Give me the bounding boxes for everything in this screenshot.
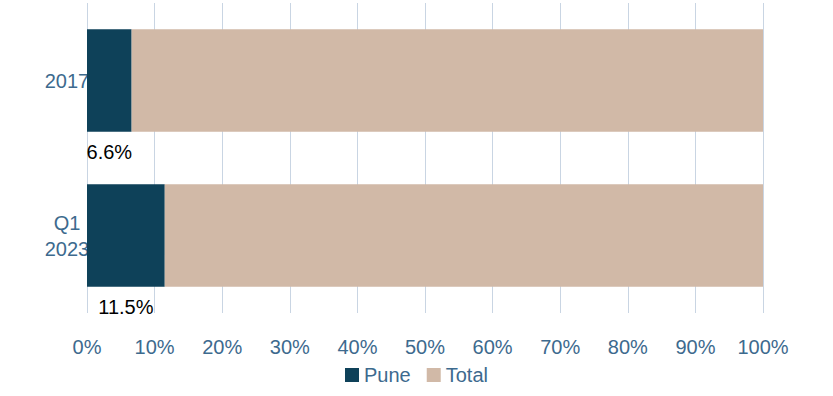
svg-text:Q1: Q1	[54, 212, 81, 234]
svg-text:40%: 40%	[337, 336, 377, 358]
svg-text:30%: 30%	[270, 336, 310, 358]
svg-text:Total: Total	[446, 364, 488, 386]
svg-text:11.5%: 11.5%	[98, 296, 153, 318]
svg-text:100%: 100%	[737, 336, 788, 358]
svg-text:0%: 0%	[73, 336, 102, 358]
svg-text:2023: 2023	[45, 238, 90, 260]
svg-text:10%: 10%	[135, 336, 175, 358]
svg-text:80%: 80%	[608, 336, 648, 358]
svg-text:6.6%: 6.6%	[87, 141, 133, 163]
svg-text:20%: 20%	[202, 336, 242, 358]
svg-text:2017: 2017	[45, 70, 90, 92]
svg-text:50%: 50%	[405, 336, 445, 358]
svg-text:Pune: Pune	[364, 364, 411, 386]
svg-text:70%: 70%	[540, 336, 580, 358]
svg-text:60%: 60%	[473, 336, 513, 358]
svg-text:90%: 90%	[675, 336, 715, 358]
